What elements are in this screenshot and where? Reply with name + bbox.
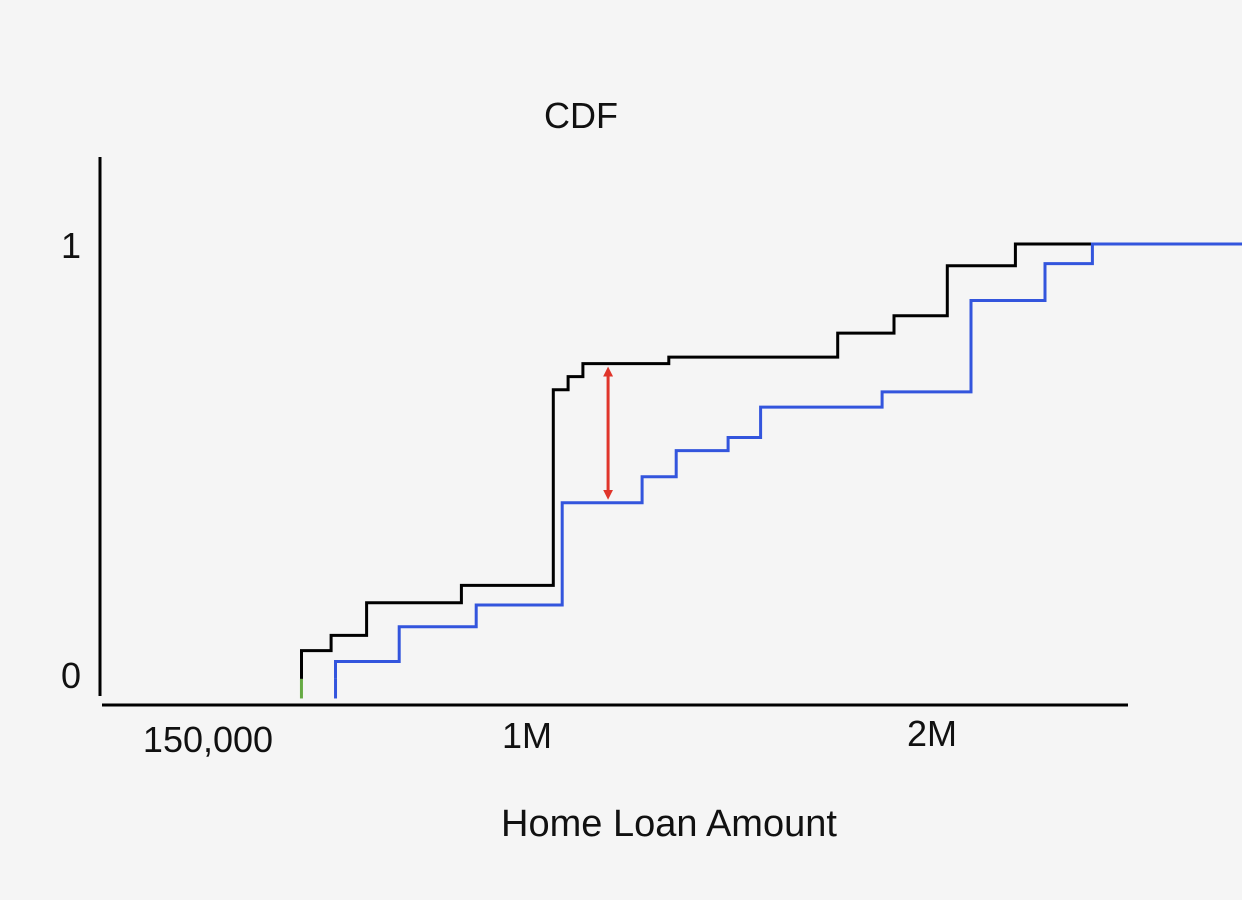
cdf-series-line-2	[334, 242, 1242, 679]
series-layer	[300, 242, 1242, 679]
x-tick-label-2m: 2M	[907, 713, 957, 754]
x-axis-label: Home Loan Amount	[501, 803, 837, 845]
y-tick-label-0: 0	[61, 655, 81, 696]
annotation-layer	[299, 678, 338, 699]
chart-title: CDF	[544, 95, 618, 136]
x-tick-label-1m: 1M	[502, 715, 552, 756]
cdf-series-line-1	[300, 242, 1093, 679]
x-tick-label-150k: 150,000	[143, 719, 273, 760]
y-tick-label-1: 1	[61, 225, 81, 266]
